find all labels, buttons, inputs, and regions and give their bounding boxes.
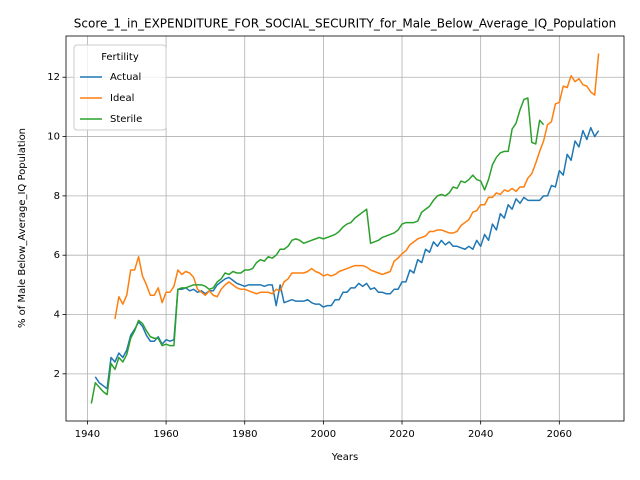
y-tick-label: 2 (54, 369, 60, 380)
y-tick-label: 8 (54, 191, 60, 202)
series-line (90, 97, 545, 404)
x-tick-label: 2000 (311, 429, 336, 440)
y-tick-label: 6 (54, 250, 60, 261)
x-tick-label: 2020 (389, 429, 414, 440)
y-tick-label: 4 (54, 310, 60, 321)
legend-box (73, 44, 167, 131)
legend-label: Sterile (110, 114, 142, 125)
legend-label: Actual (110, 72, 141, 83)
x-tick-label: 2060 (547, 429, 572, 440)
legend-label: Ideal (110, 93, 134, 104)
series-line (114, 53, 600, 320)
x-tick-label: 1960 (153, 429, 178, 440)
y-tick-label: 12 (47, 72, 60, 83)
chart-title: Score_1_in_EXPENDITURE_FOR_SOCIAL_SECURI… (74, 17, 616, 31)
y-axis-label: % of Male Below_Average_IQ Population (17, 128, 28, 328)
x-tick-label: 1980 (232, 429, 257, 440)
plot-frame (65, 35, 625, 422)
y-tick-label: 10 (47, 132, 60, 143)
legend-title: Fertility (101, 52, 139, 63)
x-tick-label: 1940 (75, 429, 100, 440)
x-axis-label: Years (331, 452, 358, 463)
x-tick-label: 2040 (468, 429, 493, 440)
